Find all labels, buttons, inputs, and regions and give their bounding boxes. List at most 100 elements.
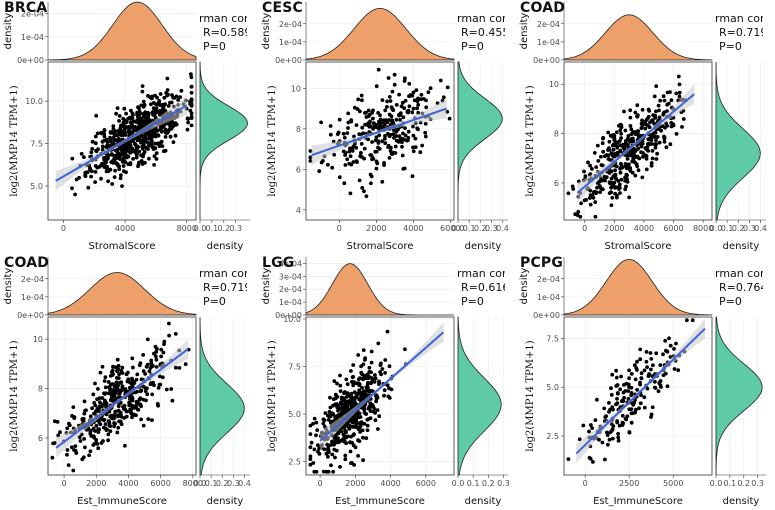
data-point [349, 369, 353, 373]
data-point [154, 157, 159, 161]
data-point [591, 460, 595, 464]
stat-method-label: rman correl [715, 267, 763, 280]
data-point [348, 191, 353, 196]
data-point [629, 132, 634, 137]
data-point [189, 104, 194, 108]
data-point [629, 411, 634, 416]
data-point [157, 374, 162, 379]
data-point [311, 421, 315, 426]
data-point [345, 391, 350, 396]
data-point [77, 435, 82, 440]
data-point [365, 428, 370, 433]
data-point [156, 386, 161, 390]
data-point [406, 110, 410, 115]
data-point [70, 186, 74, 191]
data-point [657, 108, 661, 113]
data-point [346, 126, 350, 130]
data-point [147, 143, 152, 148]
data-point [391, 132, 396, 137]
main-panel-border [47, 316, 197, 476]
data-point [411, 106, 416, 111]
data-point [399, 104, 404, 109]
regression-line [576, 93, 695, 194]
data-point [638, 380, 642, 385]
data-point [125, 149, 130, 153]
data-point [321, 469, 326, 474]
data-point [108, 131, 113, 135]
data-point [108, 167, 112, 172]
data-point [173, 332, 178, 336]
data-point [133, 149, 138, 154]
y-tick-label: 10.0 [283, 315, 301, 324]
right-density-tick-label: 0.1 [724, 479, 737, 488]
data-point [360, 372, 364, 377]
data-point [130, 356, 135, 361]
data-point [625, 157, 630, 161]
data-point [126, 370, 130, 375]
data-point [147, 156, 151, 161]
data-point [159, 347, 164, 352]
data-point [391, 108, 396, 113]
data-point [355, 392, 360, 397]
data-point [423, 121, 428, 126]
data-point [400, 153, 405, 158]
correlation-r-value: R=0.719 [719, 26, 763, 39]
y-tick-label: 5.0 [546, 383, 559, 392]
data-point [665, 90, 670, 95]
data-point [388, 132, 393, 137]
y-tick-label: 2.5 [288, 458, 301, 467]
data-point [388, 148, 393, 153]
data-point [583, 174, 588, 179]
data-point [83, 170, 88, 175]
top-density-tick-label: 4e-04 [279, 259, 302, 268]
data-point [165, 76, 170, 81]
data-point [117, 119, 121, 123]
data-point [361, 377, 365, 382]
data-point [90, 147, 95, 151]
data-point [102, 417, 107, 422]
data-point [397, 134, 402, 139]
data-point [410, 174, 415, 179]
data-point [141, 353, 146, 357]
data-point [137, 117, 142, 122]
data-point [143, 386, 148, 391]
x-axis-label: Est_ImmuneScore [77, 496, 167, 507]
data-point [360, 125, 365, 130]
data-point [349, 162, 354, 167]
data-point [328, 132, 333, 137]
data-point [125, 379, 130, 384]
data-point [659, 128, 663, 133]
top-density-tick-label: 2e-04 [279, 285, 302, 294]
data-point [116, 408, 121, 413]
data-point [387, 95, 392, 99]
x-tick-label: 0 [318, 479, 323, 488]
data-point [308, 457, 313, 461]
data-point [344, 423, 348, 428]
regression-line [319, 331, 445, 442]
data-point [186, 120, 191, 125]
data-point [120, 184, 124, 189]
data-point [337, 117, 342, 122]
panel-title: BRCA [4, 0, 48, 16]
data-point [360, 98, 364, 103]
data-point [159, 139, 164, 144]
top-density-label: density [261, 13, 272, 50]
data-point [654, 351, 659, 356]
data-point [152, 163, 157, 167]
data-point [374, 166, 379, 171]
data-point [98, 370, 103, 375]
data-point [362, 410, 367, 415]
data-point [602, 406, 607, 411]
data-point [413, 145, 418, 150]
stat-method-label: rman correl [457, 267, 505, 280]
data-point [619, 399, 624, 403]
data-point [121, 145, 126, 149]
data-point [352, 105, 357, 110]
data-point [418, 150, 423, 155]
data-point [629, 391, 634, 395]
data-point [361, 131, 365, 136]
data-point [358, 109, 362, 114]
data-point [82, 399, 87, 404]
data-point [100, 404, 104, 409]
